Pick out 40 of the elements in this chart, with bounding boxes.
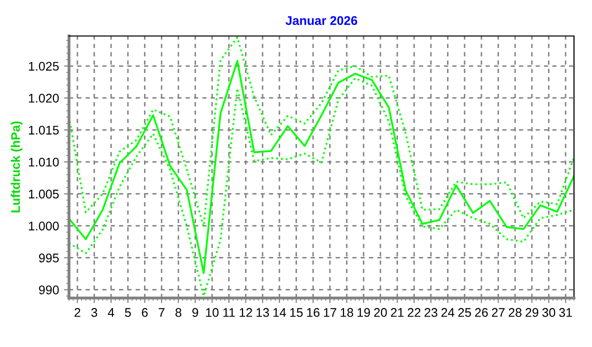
x-tick-label: 26	[475, 308, 488, 317]
x-tick-label: 13	[256, 308, 269, 317]
y-tick-label: 1.025	[28, 62, 59, 71]
x-tick-label: 28	[508, 308, 522, 317]
x-tick-label: 12	[240, 308, 252, 317]
x-tick-label: 10	[206, 308, 219, 317]
x-tick-label: 7	[158, 308, 164, 317]
y-tick-label: 990	[39, 285, 59, 294]
x-tick-label: 31	[559, 308, 572, 317]
x-tick-label: 4	[108, 308, 114, 317]
x-tick-label: 5	[124, 308, 131, 317]
x-tick-label: 2	[74, 308, 80, 317]
y-axis-title: Luftdruck (hPa)	[10, 121, 22, 212]
x-tick-label: 29	[526, 308, 538, 317]
x-tick-label: 22	[408, 308, 420, 317]
x-tick-label: 27	[492, 308, 505, 317]
y-tick-label: 1.000	[28, 222, 59, 230]
x-tick-label: 14	[273, 308, 286, 317]
x-tick-label: 18	[340, 308, 354, 317]
x-tick-label: 9	[192, 308, 198, 317]
x-tick-label: 16	[307, 308, 320, 317]
x-tick-label: 25	[458, 308, 472, 317]
x-tick-label: 24	[441, 308, 454, 317]
x-tick-label: 17	[324, 308, 336, 317]
x-tick-label: 19	[358, 308, 370, 317]
x-tick-label: 8	[175, 308, 182, 317]
y-tick-label: 1.010	[28, 158, 59, 167]
x-tick-label: 11	[223, 308, 235, 317]
x-tick-label: 15	[290, 308, 303, 317]
x-tick-label: 23	[424, 308, 438, 317]
chart-title: Januar 2026	[286, 16, 358, 26]
x-tick-label: 3	[91, 308, 98, 317]
y-tick-label: 1.020	[28, 94, 59, 103]
x-tick-label: 30	[542, 308, 556, 317]
x-tick-label: 6	[142, 308, 148, 317]
x-tick-label: 20	[374, 308, 387, 317]
y-tick-label: 1.005	[28, 190, 59, 198]
y-tick-label: 995	[39, 254, 59, 262]
y-tick-label: 1.015	[28, 126, 59, 135]
x-tick-label: 21	[390, 308, 404, 317]
